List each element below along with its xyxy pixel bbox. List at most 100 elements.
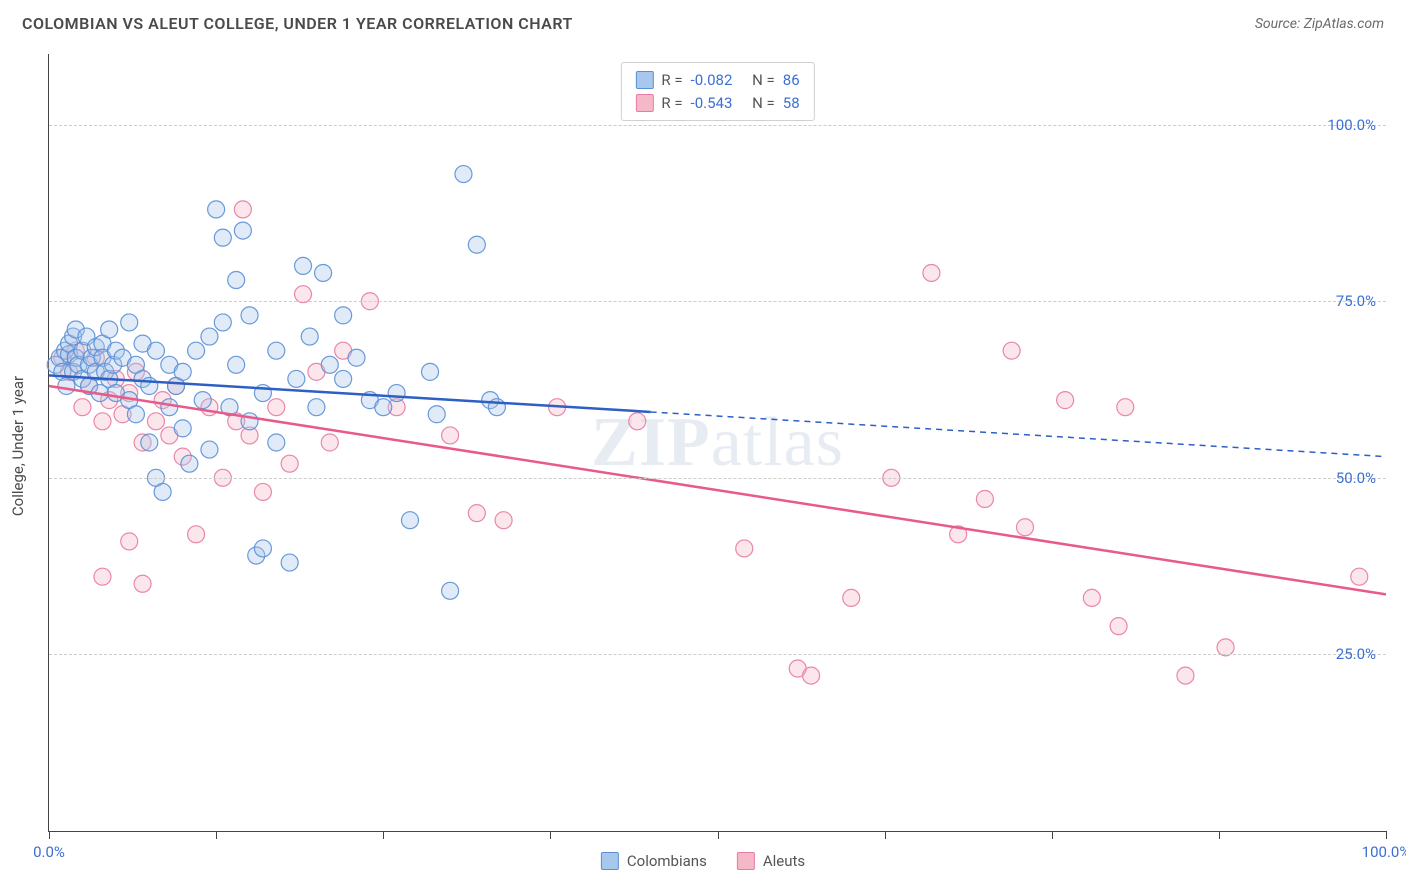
r-label: R = bbox=[661, 69, 682, 92]
x-tick-label: 0.0% bbox=[33, 843, 65, 861]
x-tick bbox=[550, 831, 551, 839]
scatter-chart: ZIPatlas R = -0.082 N = 86 R = -0.543 N … bbox=[48, 54, 1386, 832]
legend-row-colombians: R = -0.082 N = 86 bbox=[635, 69, 799, 92]
data-point bbox=[455, 166, 472, 183]
data-point bbox=[468, 236, 485, 253]
data-point bbox=[268, 434, 285, 451]
data-point bbox=[94, 568, 111, 585]
data-point bbox=[121, 314, 138, 331]
y-tick-label: 25.0% bbox=[1336, 645, 1376, 663]
data-point bbox=[321, 434, 338, 451]
chart-header: COLOMBIAN VS ALEUT COLLEGE, UNDER 1 YEAR… bbox=[0, 0, 1406, 43]
data-point bbox=[295, 286, 312, 303]
y-tick-label: 75.0% bbox=[1336, 292, 1376, 310]
legend-row-aleuts: R = -0.543 N = 58 bbox=[635, 92, 799, 115]
swatch-colombians bbox=[601, 852, 619, 870]
data-point bbox=[803, 667, 820, 684]
data-point bbox=[101, 321, 118, 338]
data-point bbox=[428, 406, 445, 423]
data-point bbox=[194, 392, 211, 409]
data-point bbox=[174, 420, 191, 437]
data-point bbox=[268, 399, 285, 416]
trend-line bbox=[49, 386, 1386, 594]
data-point bbox=[315, 264, 332, 281]
data-point bbox=[1110, 618, 1127, 635]
data-point bbox=[335, 370, 352, 387]
data-point bbox=[214, 314, 231, 331]
data-point bbox=[442, 582, 459, 599]
data-point bbox=[161, 399, 178, 416]
x-tick-label: 100.0% bbox=[1362, 843, 1406, 861]
data-point bbox=[141, 434, 158, 451]
data-point bbox=[188, 526, 205, 543]
data-point bbox=[254, 540, 271, 557]
data-point bbox=[1003, 342, 1020, 359]
y-tick-label: 100.0% bbox=[1327, 116, 1376, 134]
n-label: N = bbox=[752, 92, 775, 115]
data-point bbox=[228, 272, 245, 289]
data-point bbox=[201, 328, 218, 345]
x-tick bbox=[885, 831, 886, 839]
data-point bbox=[1083, 589, 1100, 606]
data-point bbox=[422, 363, 439, 380]
legend-item-colombians: Colombians bbox=[601, 852, 707, 870]
source-name: ZipAtlas.com bbox=[1304, 16, 1384, 32]
source-label: Source: bbox=[1255, 16, 1304, 32]
data-point bbox=[1117, 399, 1134, 416]
x-tick bbox=[1219, 831, 1220, 839]
data-point bbox=[1351, 568, 1368, 585]
swatch-colombians bbox=[635, 71, 653, 89]
correlation-legend: R = -0.082 N = 86 R = -0.543 N = 58 bbox=[620, 62, 814, 121]
data-point bbox=[281, 455, 298, 472]
data-point bbox=[121, 533, 138, 550]
data-point bbox=[181, 455, 198, 472]
data-point bbox=[134, 575, 151, 592]
data-point bbox=[321, 356, 338, 373]
series-legend: Colombians Aleuts bbox=[601, 852, 805, 870]
data-point bbox=[1217, 639, 1234, 656]
data-point bbox=[442, 427, 459, 444]
data-point bbox=[228, 356, 245, 373]
x-tick bbox=[1052, 831, 1053, 839]
data-point bbox=[234, 222, 251, 239]
swatch-aleuts bbox=[635, 94, 653, 112]
n-value-colombians: 86 bbox=[783, 69, 800, 92]
legend-item-aleuts: Aleuts bbox=[737, 852, 805, 870]
data-point bbox=[154, 483, 171, 500]
data-point bbox=[201, 441, 218, 458]
data-point bbox=[301, 328, 318, 345]
x-tick bbox=[216, 831, 217, 839]
gridline bbox=[49, 654, 1386, 655]
data-point bbox=[348, 349, 365, 366]
r-value-aleuts: -0.543 bbox=[691, 92, 733, 115]
x-tick bbox=[718, 831, 719, 839]
chart-title: COLOMBIAN VS ALEUT COLLEGE, UNDER 1 YEAR… bbox=[22, 14, 573, 33]
data-point bbox=[147, 342, 164, 359]
data-point bbox=[1017, 519, 1034, 536]
data-point bbox=[1177, 667, 1194, 684]
data-point bbox=[254, 483, 271, 500]
data-point bbox=[234, 201, 251, 218]
data-point bbox=[208, 201, 225, 218]
legend-label-colombians: Colombians bbox=[627, 852, 707, 870]
source-attribution: Source: ZipAtlas.com bbox=[1255, 16, 1384, 32]
n-label: N = bbox=[752, 69, 775, 92]
r-label: R = bbox=[661, 92, 682, 115]
data-point bbox=[736, 540, 753, 557]
data-point bbox=[241, 307, 258, 324]
trend-line-extrapolated bbox=[651, 412, 1386, 457]
data-point bbox=[94, 413, 111, 430]
y-axis-label: College, Under 1 year bbox=[9, 376, 27, 516]
swatch-aleuts bbox=[737, 852, 755, 870]
data-point bbox=[188, 342, 205, 359]
data-point bbox=[174, 363, 191, 380]
data-point bbox=[976, 491, 993, 508]
r-value-colombians: -0.082 bbox=[691, 69, 733, 92]
data-point bbox=[74, 399, 91, 416]
gridline bbox=[49, 478, 1386, 479]
y-tick-label: 50.0% bbox=[1336, 469, 1376, 487]
gridline bbox=[49, 125, 1386, 126]
data-point bbox=[288, 370, 305, 387]
data-point bbox=[214, 229, 231, 246]
data-point bbox=[308, 399, 325, 416]
